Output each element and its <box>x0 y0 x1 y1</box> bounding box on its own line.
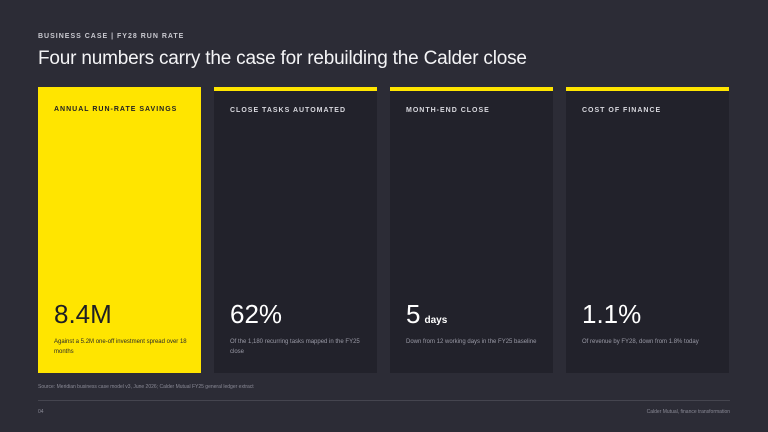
metric-value: 8.4M <box>54 299 112 330</box>
page-title: Four numbers carry the case for rebuildi… <box>38 48 527 69</box>
metric-note: Against a 5.2M one-off investment spread… <box>54 339 187 355</box>
metric-card-close: MONTH-END CLOSE 5 days Down from 12 worki… <box>390 87 553 373</box>
metric-card-cost: COST OF FINANCE 1.1% Of revenue by FY28,… <box>566 87 729 373</box>
metric-number: 62% <box>230 299 283 329</box>
metric-note: Of revenue by FY28, down from 1.8% today <box>582 339 699 345</box>
footer-divider <box>38 400 730 401</box>
metric-cards: ANNUAL RUN-RATE SAVINGS 8.4M Against a 5… <box>38 87 730 373</box>
metric-note: Down from 12 working days in the FY25 ba… <box>406 339 537 345</box>
metric-number: 8.4M <box>54 299 112 329</box>
metric-number: 5 <box>406 299 421 329</box>
metric-label: CLOSE TASKS AUTOMATED <box>230 107 347 114</box>
page-number: 04 <box>38 409 44 415</box>
metric-note: Of the 1,180 recurring tasks mapped in t… <box>230 339 360 355</box>
metric-value: 62% <box>230 299 282 330</box>
source-note: Source: Meridian business case model v3,… <box>38 384 254 390</box>
kicker: BUSINESS CASE | FY28 RUN RATE <box>38 33 185 40</box>
metric-card-automation: CLOSE TASKS AUTOMATED 62% Of the 1,180 r… <box>214 87 377 373</box>
metric-value: 1.1% <box>582 299 641 330</box>
metric-unit: days <box>424 315 448 326</box>
metric-number: 1.1% <box>582 299 642 329</box>
metric-card-savings: ANNUAL RUN-RATE SAVINGS 8.4M Against a 5… <box>38 87 201 373</box>
metric-label: ANNUAL RUN-RATE SAVINGS <box>54 106 178 113</box>
metric-label: COST OF FINANCE <box>582 107 662 114</box>
metric-value: 5 days <box>406 299 447 330</box>
footer-label: Calder Mutual, finance transformation <box>646 409 730 415</box>
metric-label: MONTH-END CLOSE <box>406 107 490 114</box>
